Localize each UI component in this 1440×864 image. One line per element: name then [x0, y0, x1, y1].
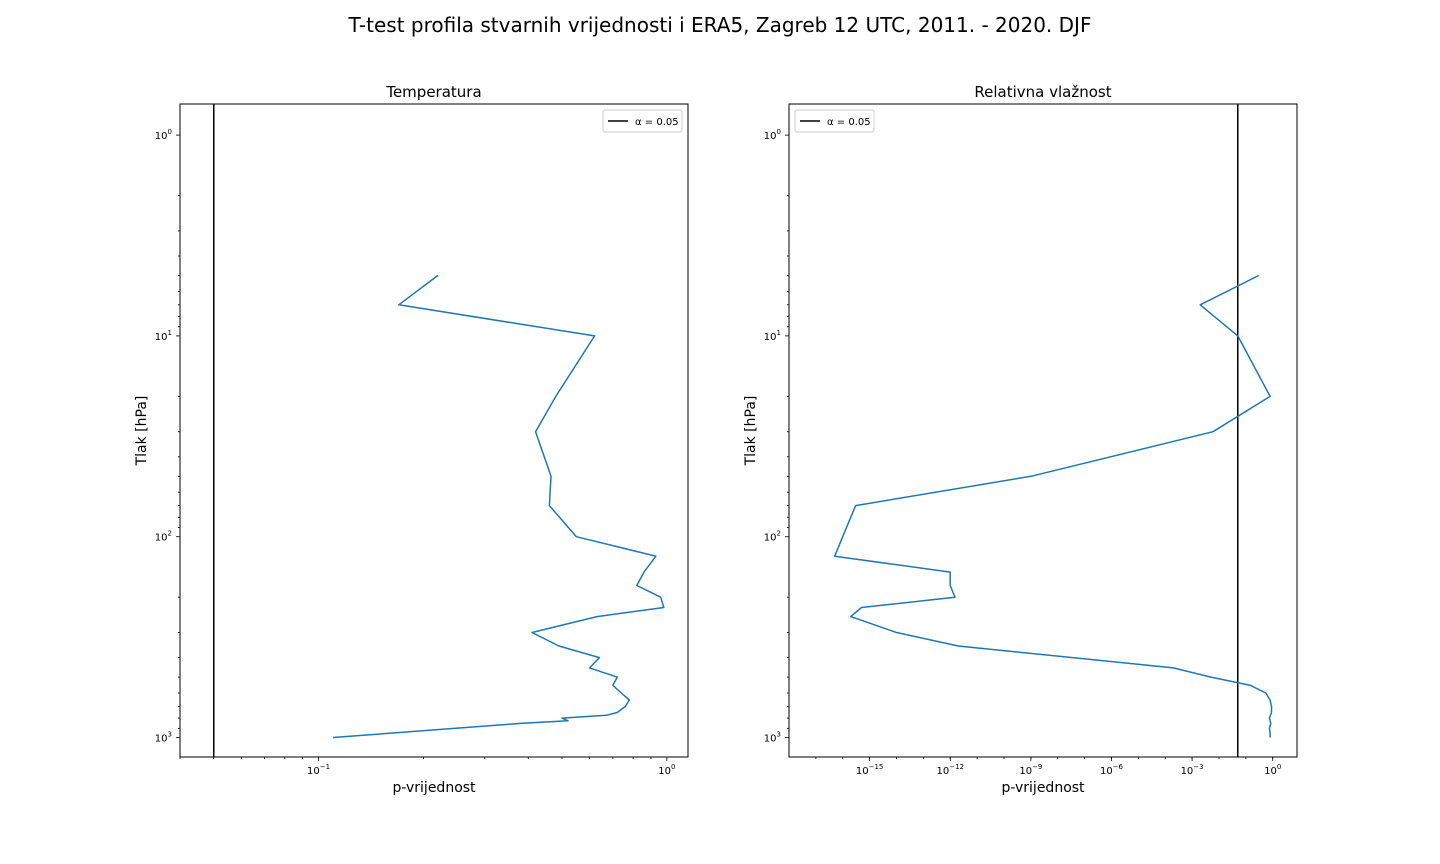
axes-title-vlaznost: Relativna vlažnost [974, 83, 1111, 101]
x-tick-label: 10−1 [307, 763, 330, 777]
figure-title: T-test profila stvarnih vrijednosti i ER… [348, 13, 1092, 37]
x-axis-label-temperatura: p-vrijednost [392, 780, 476, 796]
x-tick-label: 100 [658, 763, 675, 777]
y-tick-label: 103 [764, 731, 781, 745]
legend-temperatura: α = 0.05 [602, 109, 683, 133]
axes-title-temperatura: Temperatura [385, 83, 481, 101]
y-tick-label: 101 [155, 329, 172, 343]
y-tick-label: 102 [155, 530, 172, 544]
y-tick-label: 100 [764, 128, 781, 142]
x-tick-label: 10−6 [1100, 763, 1124, 777]
x-tick-label: 10−15 [856, 763, 884, 777]
series-line-vlaznost [833, 274, 1273, 738]
y-tick-label: 102 [764, 530, 781, 544]
panel-temperatura: 100 101 102 103 10−1 100 α = 0.05 Temperatura p-… [134, 83, 689, 796]
x-axis-label-vlaznost: p-vrijednost [1001, 780, 1085, 796]
y-axis-label-vlaznost: Tlak [hPa] [743, 396, 759, 467]
x-tick-label: 10−12 [936, 763, 964, 777]
x-tick-label: 10−9 [1019, 763, 1042, 777]
legend-label: α = 0.05 [827, 117, 871, 128]
x-tick-label: 100 [1264, 763, 1281, 777]
legend-box [794, 109, 875, 133]
y-tick-label: 103 [155, 731, 172, 745]
legend-label: α = 0.05 [635, 117, 679, 128]
series-line-temperatura [332, 274, 665, 739]
y-tick-label: 100 [155, 128, 172, 142]
axes-frame-vlaznost [788, 103, 1298, 758]
legend-vlaznost: α = 0.05 [794, 109, 875, 133]
x-tick-label: 10−3 [1181, 763, 1204, 777]
axes-frame-temperatura [179, 103, 689, 758]
panel-relativna-vlaznost: 100 101 102 103 10−15 10−12 10−9 10−6 10−3 100 α =… [743, 83, 1298, 796]
y-axis-label-temperatura: Tlak [hPa] [134, 396, 150, 467]
legend-box [602, 109, 683, 133]
y-tick-label: 101 [764, 329, 781, 343]
